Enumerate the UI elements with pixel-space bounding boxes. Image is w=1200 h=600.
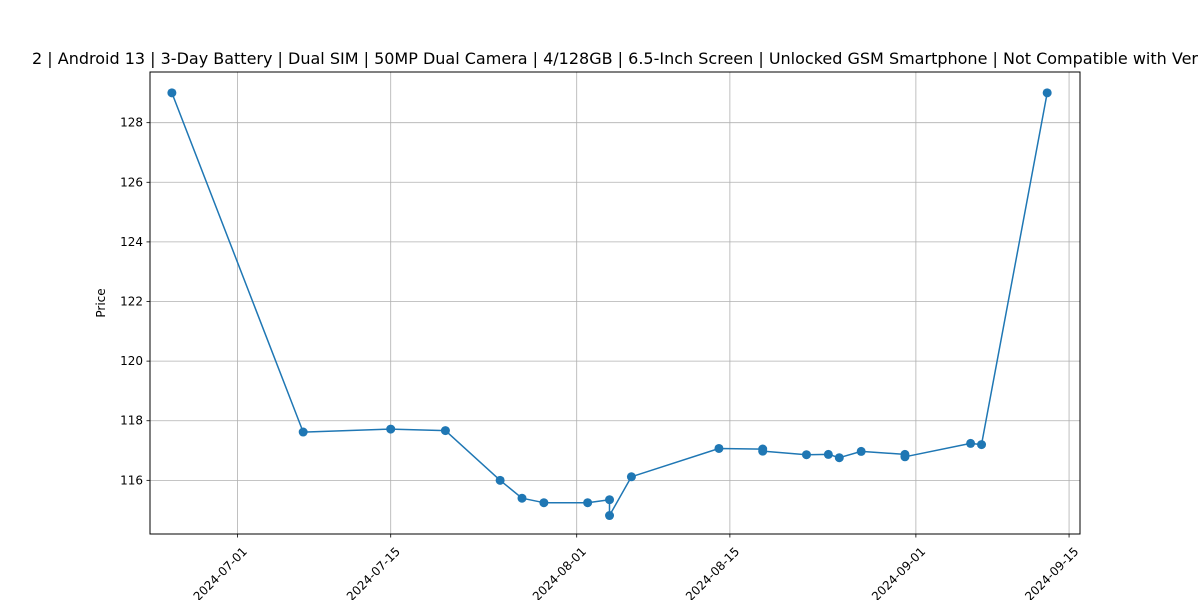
y-tick-label: 126 bbox=[120, 175, 143, 189]
data-point bbox=[823, 449, 833, 459]
y-tick-label: 128 bbox=[120, 116, 143, 130]
x-tick-label: 2024-08-15 bbox=[683, 544, 742, 600]
data-point bbox=[298, 427, 308, 437]
data-point bbox=[900, 452, 910, 462]
data-point bbox=[167, 88, 177, 98]
data-point bbox=[1042, 88, 1052, 98]
x-tick-label: 2024-07-01 bbox=[191, 544, 250, 600]
data-point bbox=[966, 438, 976, 448]
data-point bbox=[801, 450, 811, 460]
y-tick-label: 116 bbox=[120, 473, 143, 487]
data-point bbox=[605, 511, 615, 521]
data-point bbox=[714, 443, 724, 453]
data-point bbox=[856, 446, 866, 456]
data-point bbox=[517, 493, 527, 503]
y-axis: 116 118 120 122 124 126 128 bbox=[120, 116, 150, 487]
chart-title: 2 | Android 13 | 3-Day Battery | Dual SI… bbox=[32, 49, 1198, 68]
grid-lines bbox=[150, 72, 1080, 534]
data-point bbox=[758, 446, 768, 456]
x-axis: 2024-07-01 2024-07-15 2024-08-01 2024-08-15… bbox=[191, 534, 1081, 600]
data-point bbox=[495, 475, 505, 485]
x-tick-label: 2024-09-15 bbox=[1022, 544, 1081, 600]
data-point bbox=[583, 498, 593, 508]
data-point bbox=[539, 498, 549, 508]
y-tick-label: 118 bbox=[120, 414, 143, 428]
series-layer bbox=[167, 88, 1052, 521]
x-tick-label: 2024-08-01 bbox=[530, 544, 589, 600]
data-point bbox=[386, 424, 396, 434]
data-point bbox=[977, 440, 987, 450]
y-tick-label: 124 bbox=[120, 235, 143, 249]
data-point bbox=[440, 426, 450, 436]
x-tick-label: 2024-07-15 bbox=[344, 544, 403, 600]
y-tick-label: 122 bbox=[120, 295, 143, 309]
y-axis-label: Price bbox=[94, 288, 108, 317]
x-tick-label: 2024-09-01 bbox=[869, 544, 928, 600]
y-tick-label: 120 bbox=[120, 354, 143, 368]
plot-frame bbox=[149, 71, 1081, 535]
data-point bbox=[605, 495, 615, 505]
data-point bbox=[834, 453, 844, 463]
data-point bbox=[626, 472, 636, 482]
